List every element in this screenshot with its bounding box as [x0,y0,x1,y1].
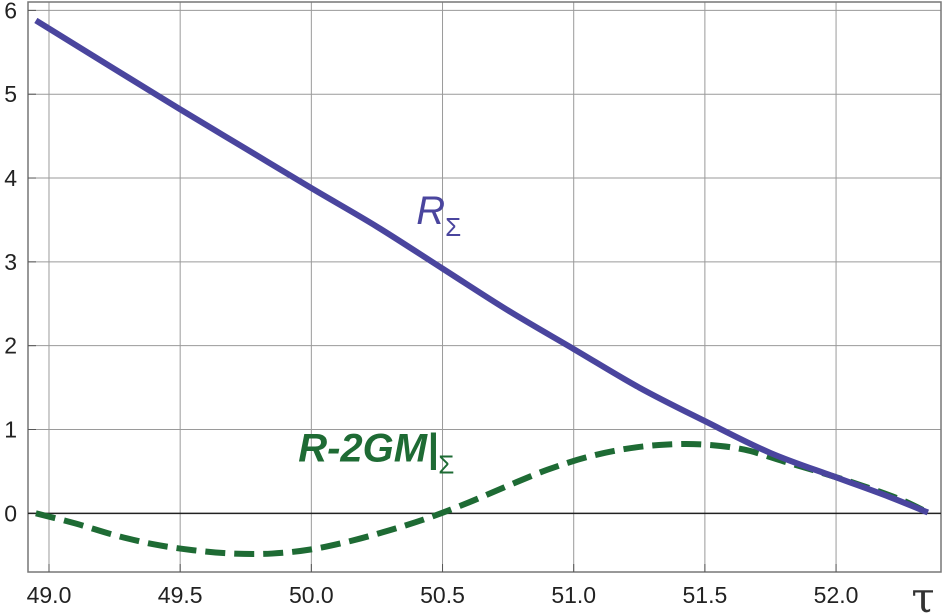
y-tick-label: 2 [4,333,17,359]
x-tick-label: 50.0 [289,582,334,608]
axes [27,1,942,573]
y-tick-label: 3 [4,249,17,275]
series-lines [34,17,930,558]
grid-lines [28,2,941,572]
y-tick-label: 4 [4,165,17,191]
tick-labels: 49.0 49.5 50.0 50.5 51.0 51.5 52.0 0 1 2 3 4 5 6 [4,0,858,608]
x-axis-label: τ [911,573,934,616]
y-tick-label: 5 [4,81,17,107]
x-tick-label: 51.0 [551,582,596,608]
y-tick-label: 1 [4,417,17,443]
x-tick-label: 51.5 [682,582,727,608]
x-tick-label: 49.0 [27,582,72,608]
y-tick-label: 0 [4,500,17,526]
label-r-sigma: RΣ [416,189,461,242]
x-tick-label: 49.5 [158,582,203,608]
label-r-minus-2gm: R-2GM|Σ [298,426,454,479]
plot-frame [27,1,942,573]
series-line-r-sigma [34,17,930,516]
series-annotations: RΣ R-2GM|Σ [298,189,461,479]
x-tick-label: 52.0 [814,582,859,608]
y-tick-label: 6 [4,0,17,23]
series-line-r-minus-2gm [35,441,930,558]
x-tick-label: 50.5 [420,582,465,608]
